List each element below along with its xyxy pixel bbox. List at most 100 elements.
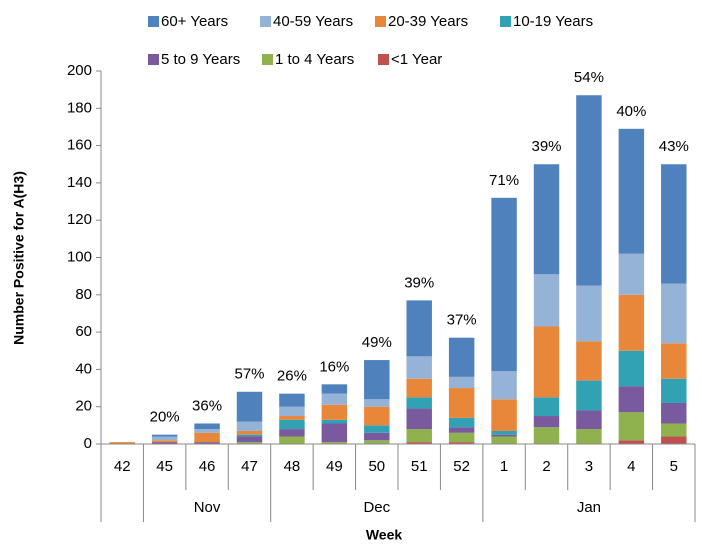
- bar-annotation: 71%: [489, 172, 519, 189]
- bar-segment: [236, 436, 263, 443]
- bar-segment: [618, 350, 645, 387]
- bar-segment: [406, 356, 432, 379]
- bar-segment: [448, 427, 475, 433]
- bar-segment: [194, 432, 220, 443]
- bar-segment: [491, 197, 517, 372]
- x-tick-label: 51: [411, 458, 428, 475]
- bar-segment: [661, 378, 687, 403]
- y-tick-label: 160: [67, 137, 92, 154]
- bar-segment: [576, 380, 602, 411]
- bar-annotation: 57%: [234, 366, 264, 383]
- bar-segment: [491, 434, 517, 437]
- bar-segment: [618, 440, 645, 444]
- y-axis-label: Number Positive for A(H3): [11, 171, 27, 345]
- bar-segment: [661, 423, 687, 437]
- bar-segment: [533, 326, 560, 398]
- bar-segment: [661, 402, 687, 424]
- bar-segment: [448, 388, 475, 418]
- bar-segment: [576, 341, 602, 381]
- x-tick-label: 4: [627, 458, 635, 475]
- bar-segment: [533, 427, 560, 444]
- bar-segment: [448, 376, 475, 389]
- bar-segment: [321, 423, 348, 443]
- bar-segment: [533, 416, 560, 428]
- x-tick-label: 2: [542, 458, 550, 475]
- bar-segment: [194, 423, 220, 430]
- bar-segment: [533, 164, 560, 275]
- bar-segment: [279, 419, 305, 430]
- bar-segment: [364, 406, 390, 426]
- bar-annotation: 36%: [192, 397, 222, 414]
- bar-segment: [491, 371, 517, 400]
- bar-segment: [279, 416, 305, 420]
- bar-segment: [448, 432, 475, 443]
- bar-segment: [618, 386, 645, 413]
- y-tick-label: 200: [67, 62, 92, 79]
- legend-label: 60+ Years: [161, 13, 228, 30]
- x-axis-label: Week: [366, 527, 403, 543]
- bar-segment: [151, 442, 178, 444]
- x-tick-label: 46: [199, 458, 216, 475]
- bar-segment: [279, 406, 305, 417]
- bar-segment: [321, 442, 348, 444]
- bar-segment: [448, 417, 475, 428]
- x-tick-label: 47: [241, 458, 258, 475]
- bar-segment: [661, 436, 687, 444]
- bar-annotation: 54%: [574, 69, 604, 86]
- bar-segment: [618, 294, 645, 351]
- bar-annotation: 39%: [531, 138, 561, 155]
- bar-annotation: 43%: [659, 138, 689, 155]
- x-tick-label: 48: [284, 458, 301, 475]
- bar-segment: [321, 419, 348, 424]
- bar-segment: [448, 442, 475, 444]
- bar-segment: [321, 404, 348, 420]
- bar-annotation: 39%: [404, 274, 434, 291]
- x-tick-label: 5: [670, 458, 678, 475]
- bar-annotation: 49%: [362, 334, 392, 351]
- bar-segment: [321, 393, 348, 405]
- bar-segment: [406, 429, 432, 443]
- bar-segment: [491, 430, 517, 435]
- bar-segment: [236, 421, 263, 431]
- legend-swatch: [260, 16, 271, 27]
- bar-segment: [491, 399, 517, 431]
- legend-swatch: [378, 54, 389, 65]
- y-tick-label: 20: [75, 398, 92, 415]
- bar-segment: [406, 408, 432, 430]
- x-tick-label: 3: [585, 458, 593, 475]
- bar-annotation: 26%: [277, 368, 307, 385]
- bar-segment: [236, 434, 263, 437]
- bar-segment: [661, 283, 687, 344]
- bar-segment: [321, 384, 348, 394]
- bar-segment: [364, 440, 390, 444]
- legend-swatch: [500, 16, 511, 27]
- bar-segment: [279, 393, 305, 407]
- bar-segment: [279, 429, 305, 437]
- bar-segment: [406, 378, 432, 398]
- bar-segment: [491, 436, 517, 444]
- x-tick-label: 52: [453, 458, 470, 475]
- y-tick-label: 80: [75, 286, 92, 303]
- bar-annotation: 40%: [616, 103, 646, 120]
- bar-segment: [279, 436, 305, 444]
- group-label: Nov: [194, 499, 221, 516]
- bar-segment: [533, 397, 560, 417]
- y-tick-label: 40: [75, 360, 92, 377]
- bar-segment: [364, 399, 390, 407]
- legend-label: 40-59 Years: [273, 13, 353, 30]
- bar-segment: [236, 391, 263, 422]
- legend-label: 1 to 4 Years: [275, 51, 354, 68]
- bar-segment: [448, 337, 475, 377]
- x-tick-label: 45: [156, 458, 173, 475]
- bar-annotation: 16%: [319, 358, 349, 375]
- x-tick-label: 50: [368, 458, 385, 475]
- bar-segment: [406, 397, 432, 409]
- bar-segment: [618, 412, 645, 441]
- bar-segment: [109, 442, 135, 444]
- bar-annotation: 20%: [150, 409, 180, 426]
- bar-segment: [364, 432, 390, 441]
- y-tick-label: 120: [67, 211, 92, 228]
- bar-segment: [194, 429, 220, 433]
- bar-segment: [364, 425, 390, 433]
